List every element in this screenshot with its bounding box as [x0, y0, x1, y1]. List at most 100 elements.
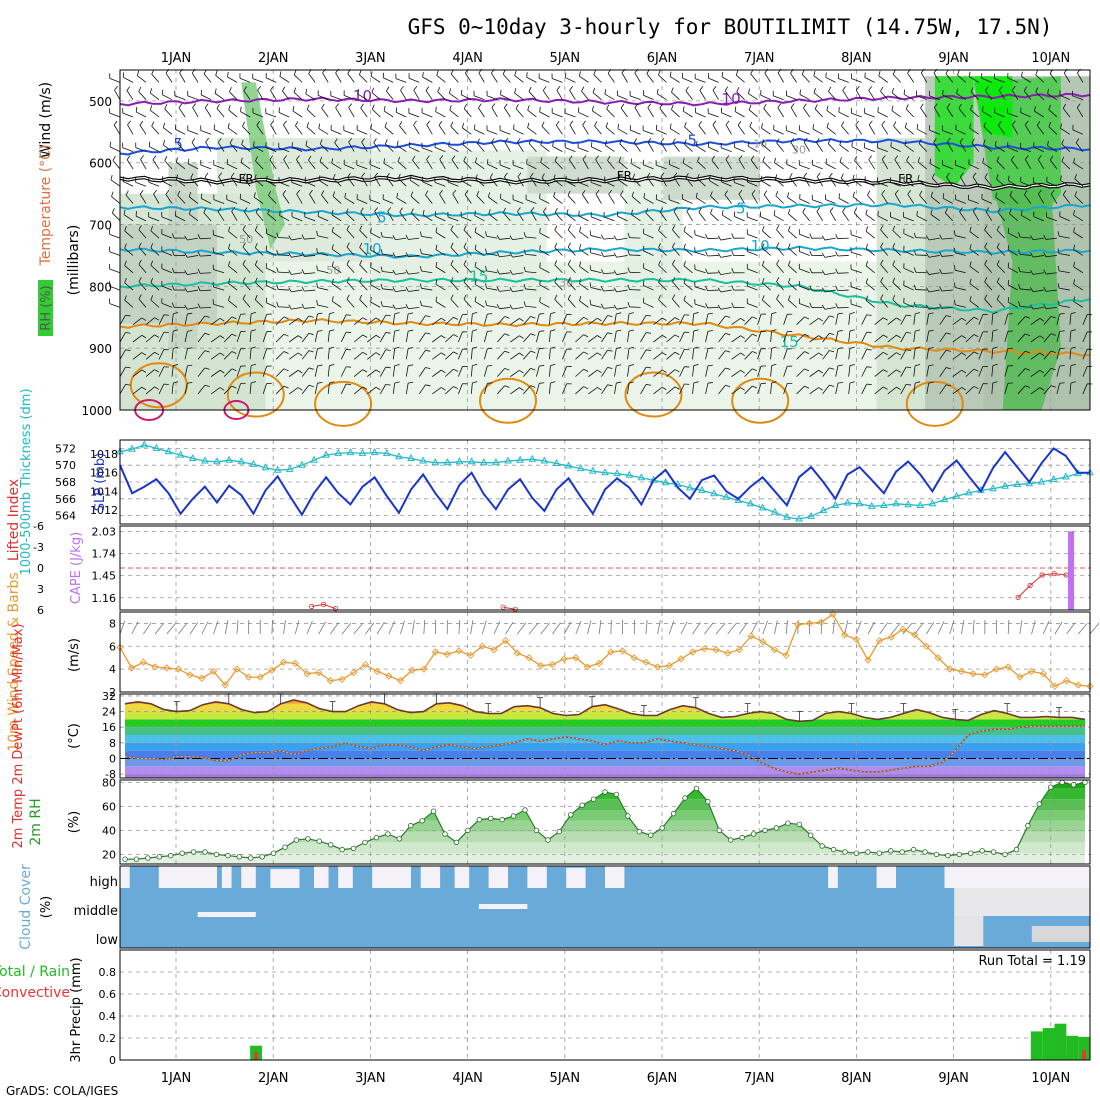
wind-barb — [827, 143, 836, 152]
wind-barb — [983, 144, 993, 152]
rh-marker — [785, 820, 791, 826]
wind-barb — [1017, 368, 1026, 377]
wind10m-barb — [891, 622, 901, 635]
wind-barb-flag — [451, 155, 456, 161]
wind-barb-flag — [809, 250, 813, 256]
wind-barb — [590, 304, 602, 308]
wind-barb — [384, 126, 394, 135]
wind-barb-flag — [1073, 158, 1075, 164]
wind-barb — [124, 230, 134, 239]
wind-barb-flag — [385, 349, 391, 351]
wind-barb-flag — [835, 303, 839, 309]
wind-barb-flag — [453, 351, 459, 355]
wind-barb-flag — [1025, 316, 1031, 319]
wind-barb — [773, 95, 784, 101]
wind-barb — [776, 246, 784, 256]
cloud-gap-high — [120, 866, 130, 888]
rh-moist-area — [241, 82, 285, 250]
wind-barb — [1058, 287, 1070, 291]
wind-barb — [296, 193, 303, 204]
wind-barb — [526, 163, 537, 170]
wind-barb — [855, 89, 863, 100]
wind-barb — [266, 180, 277, 187]
wind-barb-flag — [419, 300, 422, 306]
wind-barb-flag — [257, 86, 262, 91]
wind-barb-flag — [474, 244, 477, 250]
wind-barb-flag — [567, 294, 571, 300]
wind-barb — [361, 176, 368, 187]
wind-barb — [150, 92, 160, 100]
rh-shade — [527, 156, 625, 194]
wind-barb-flag — [408, 381, 414, 384]
wind-barb-flag — [939, 303, 943, 309]
wind-barb — [123, 76, 134, 83]
wind-barb — [240, 198, 251, 204]
wind-barb-flag — [829, 172, 833, 178]
wind-barb — [189, 196, 199, 204]
wind-barb — [790, 73, 797, 83]
wind-barb-flag — [488, 209, 491, 215]
wind-barb — [837, 272, 849, 274]
wind-barb — [197, 333, 206, 343]
wind-barb — [880, 246, 889, 256]
rh-marker — [1070, 782, 1077, 788]
wind-barb — [835, 348, 839, 360]
wind-barb — [671, 91, 680, 100]
wind-barb — [242, 229, 251, 239]
wind-barb — [874, 317, 884, 325]
wind-barb-flag — [288, 287, 292, 293]
wind-barb — [269, 159, 277, 170]
wind-barb — [217, 142, 225, 152]
wind-speed-marker — [221, 681, 229, 689]
wind-barb — [1004, 348, 1009, 360]
wind-barb-flag — [777, 103, 782, 108]
wind-barb — [158, 383, 165, 395]
wind-barb — [694, 234, 706, 239]
wind-barb-flag — [821, 304, 826, 310]
wind-barb-flag — [1050, 315, 1056, 319]
wind-barb — [991, 348, 994, 360]
wind-barb-flag — [837, 381, 843, 384]
wind-barb — [605, 126, 615, 135]
wind-barb — [109, 112, 121, 118]
rh-marker — [796, 821, 802, 828]
wind-barb — [1032, 272, 1044, 275]
wind-barb-flag — [954, 265, 956, 271]
wind-speed-marker — [466, 651, 475, 660]
wind-barb-flag — [173, 312, 179, 315]
wind-barb-flag — [496, 269, 500, 275]
cloud-gap-middle — [478, 904, 528, 909]
wind-barb-flag — [371, 104, 375, 110]
wind-barb — [109, 268, 121, 274]
thickness-marker — [698, 485, 706, 493]
wind-barb — [379, 384, 387, 395]
wind-barb-flag — [413, 86, 418, 91]
wind-barb-flag — [305, 140, 308, 146]
thickness-marker — [989, 484, 997, 492]
wind10m-barb — [645, 620, 648, 635]
wind-barb-flag — [969, 261, 972, 267]
wind-barb — [653, 386, 663, 395]
rh-marker — [716, 827, 722, 834]
wind-barb — [707, 237, 719, 240]
wind-barb — [278, 306, 290, 308]
wind-barb — [984, 281, 993, 291]
wind-barb — [527, 127, 537, 135]
wind-barb-flag — [413, 120, 417, 126]
wind-barb-flag — [297, 352, 303, 357]
rh-marker — [625, 813, 631, 819]
wind-barb — [215, 75, 225, 83]
wind-barb-flag — [771, 311, 777, 315]
wind-barb-flag — [627, 250, 630, 256]
wind-speed-marker — [537, 662, 545, 670]
wind-barb — [900, 349, 907, 360]
wind-barb — [539, 284, 550, 291]
wind-barb-flag — [578, 71, 581, 77]
wind-barb-flag — [255, 207, 259, 213]
wind-barb — [347, 177, 355, 187]
wind-barb — [353, 369, 363, 377]
contour-label: 15 — [469, 267, 488, 285]
wind-barb-flag — [776, 259, 780, 265]
wind-barb-flag — [906, 155, 910, 161]
wind-speed-marker — [174, 665, 183, 673]
